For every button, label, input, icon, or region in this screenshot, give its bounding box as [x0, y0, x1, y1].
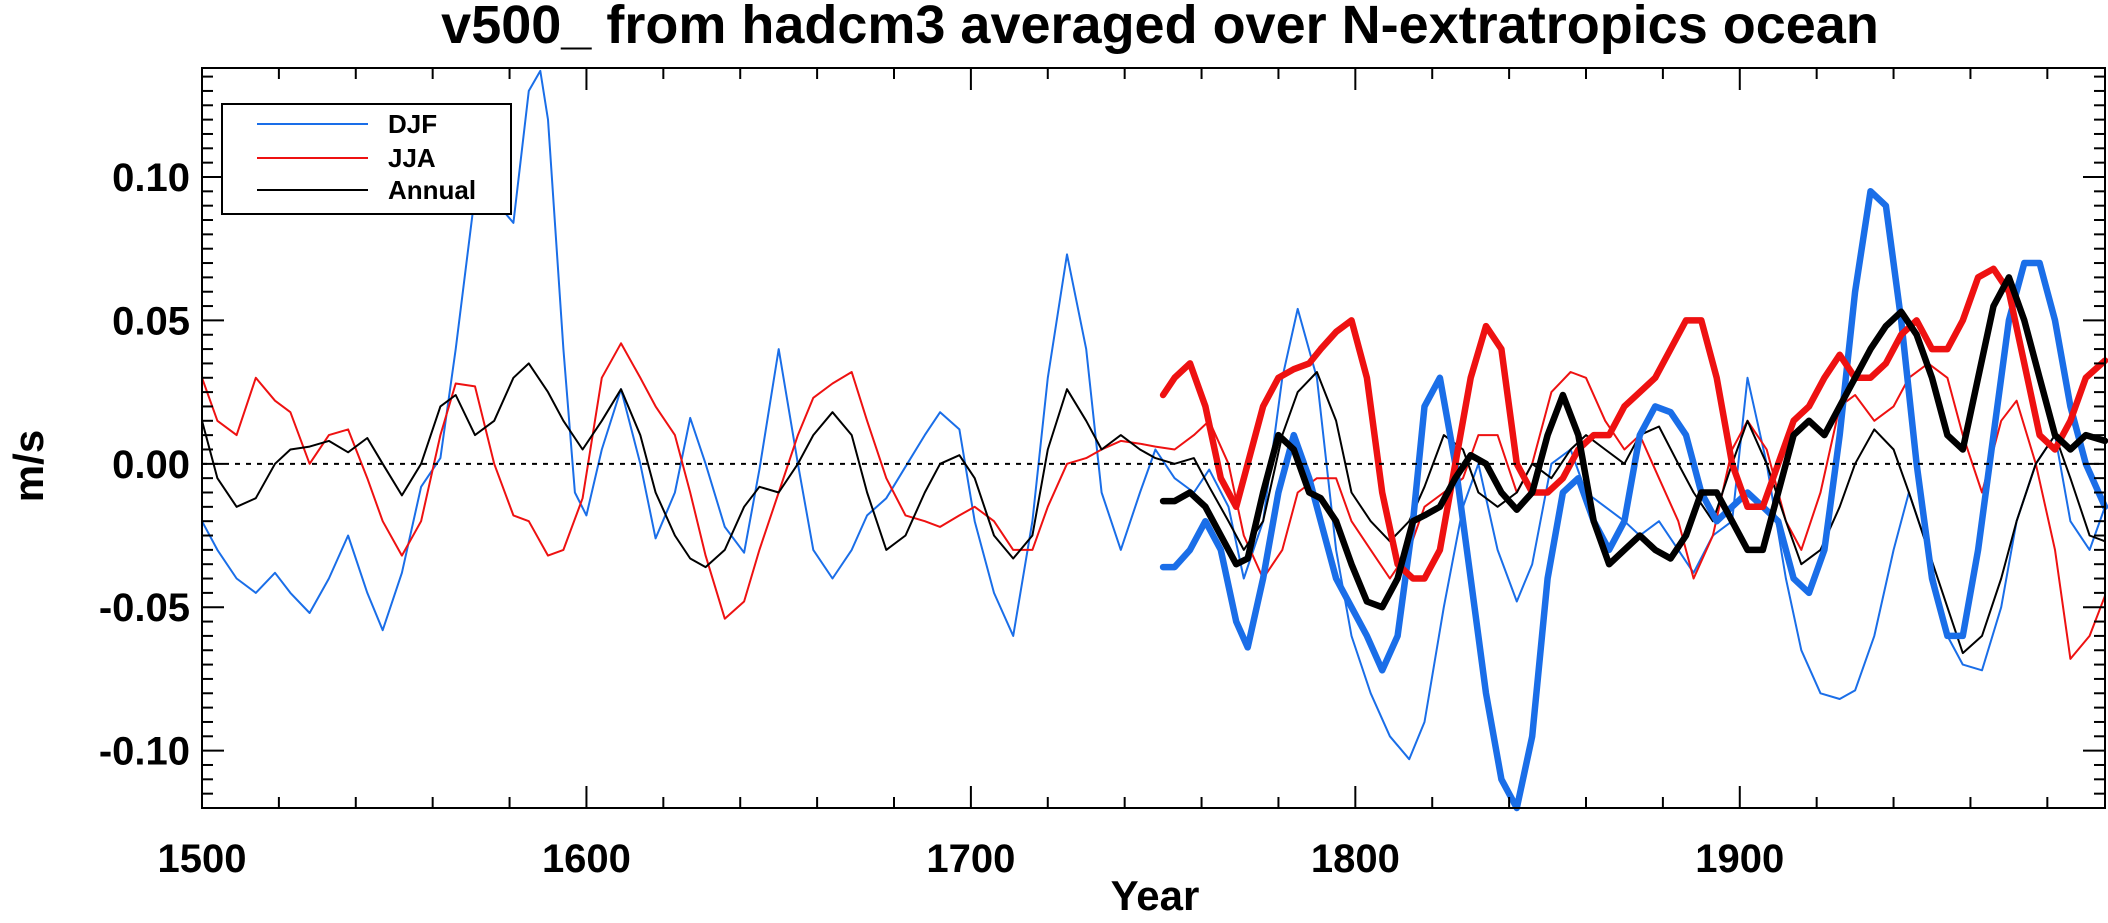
- y-tick-label: 0.10: [112, 156, 190, 200]
- series-line-annual-thin: [201, 362, 2106, 655]
- x-tick-label: 1700: [926, 837, 1015, 881]
- x-tick-label: 1900: [1695, 837, 1784, 881]
- x-tick-label: 1800: [1311, 837, 1400, 881]
- y-tick-label: -0.10: [99, 730, 190, 774]
- y-axis-label: m/s: [5, 430, 52, 502]
- series-line-djf-thick: [1159, 188, 2108, 812]
- legend-label-annual: Annual: [388, 175, 476, 205]
- plot-frame: [201, 67, 2106, 809]
- y-tick-label: -0.05: [99, 586, 190, 630]
- series-line-djf-thin: [201, 69, 2106, 761]
- x-tick-label: 1600: [542, 837, 631, 881]
- y-tick-label: 0.05: [112, 299, 190, 343]
- series-line-annual-thick: [1159, 274, 2108, 611]
- legend-label-djf: DJF: [388, 109, 437, 139]
- x-tick-label: 1500: [158, 837, 247, 881]
- series-layer: [201, 69, 2108, 812]
- axis-tick-labels: 1500 1600 1700 1800 1900 -0.10 -0.05 0.00 0.05 0.…: [99, 156, 1784, 881]
- legend: DJF JJA Annual: [221, 103, 512, 215]
- axis-ticks: [201, 68, 2105, 809]
- series-line-jja-thick: [1159, 265, 2108, 582]
- x-axis-label: Year: [1111, 872, 1200, 919]
- series-line-jja-thin: [201, 342, 2106, 660]
- legend-label-jja: JJA: [388, 143, 436, 173]
- y-tick-label: 0.00: [112, 443, 190, 487]
- chart-title: v500_ from hadcm3 averaged over N-extrat…: [441, 0, 1879, 55]
